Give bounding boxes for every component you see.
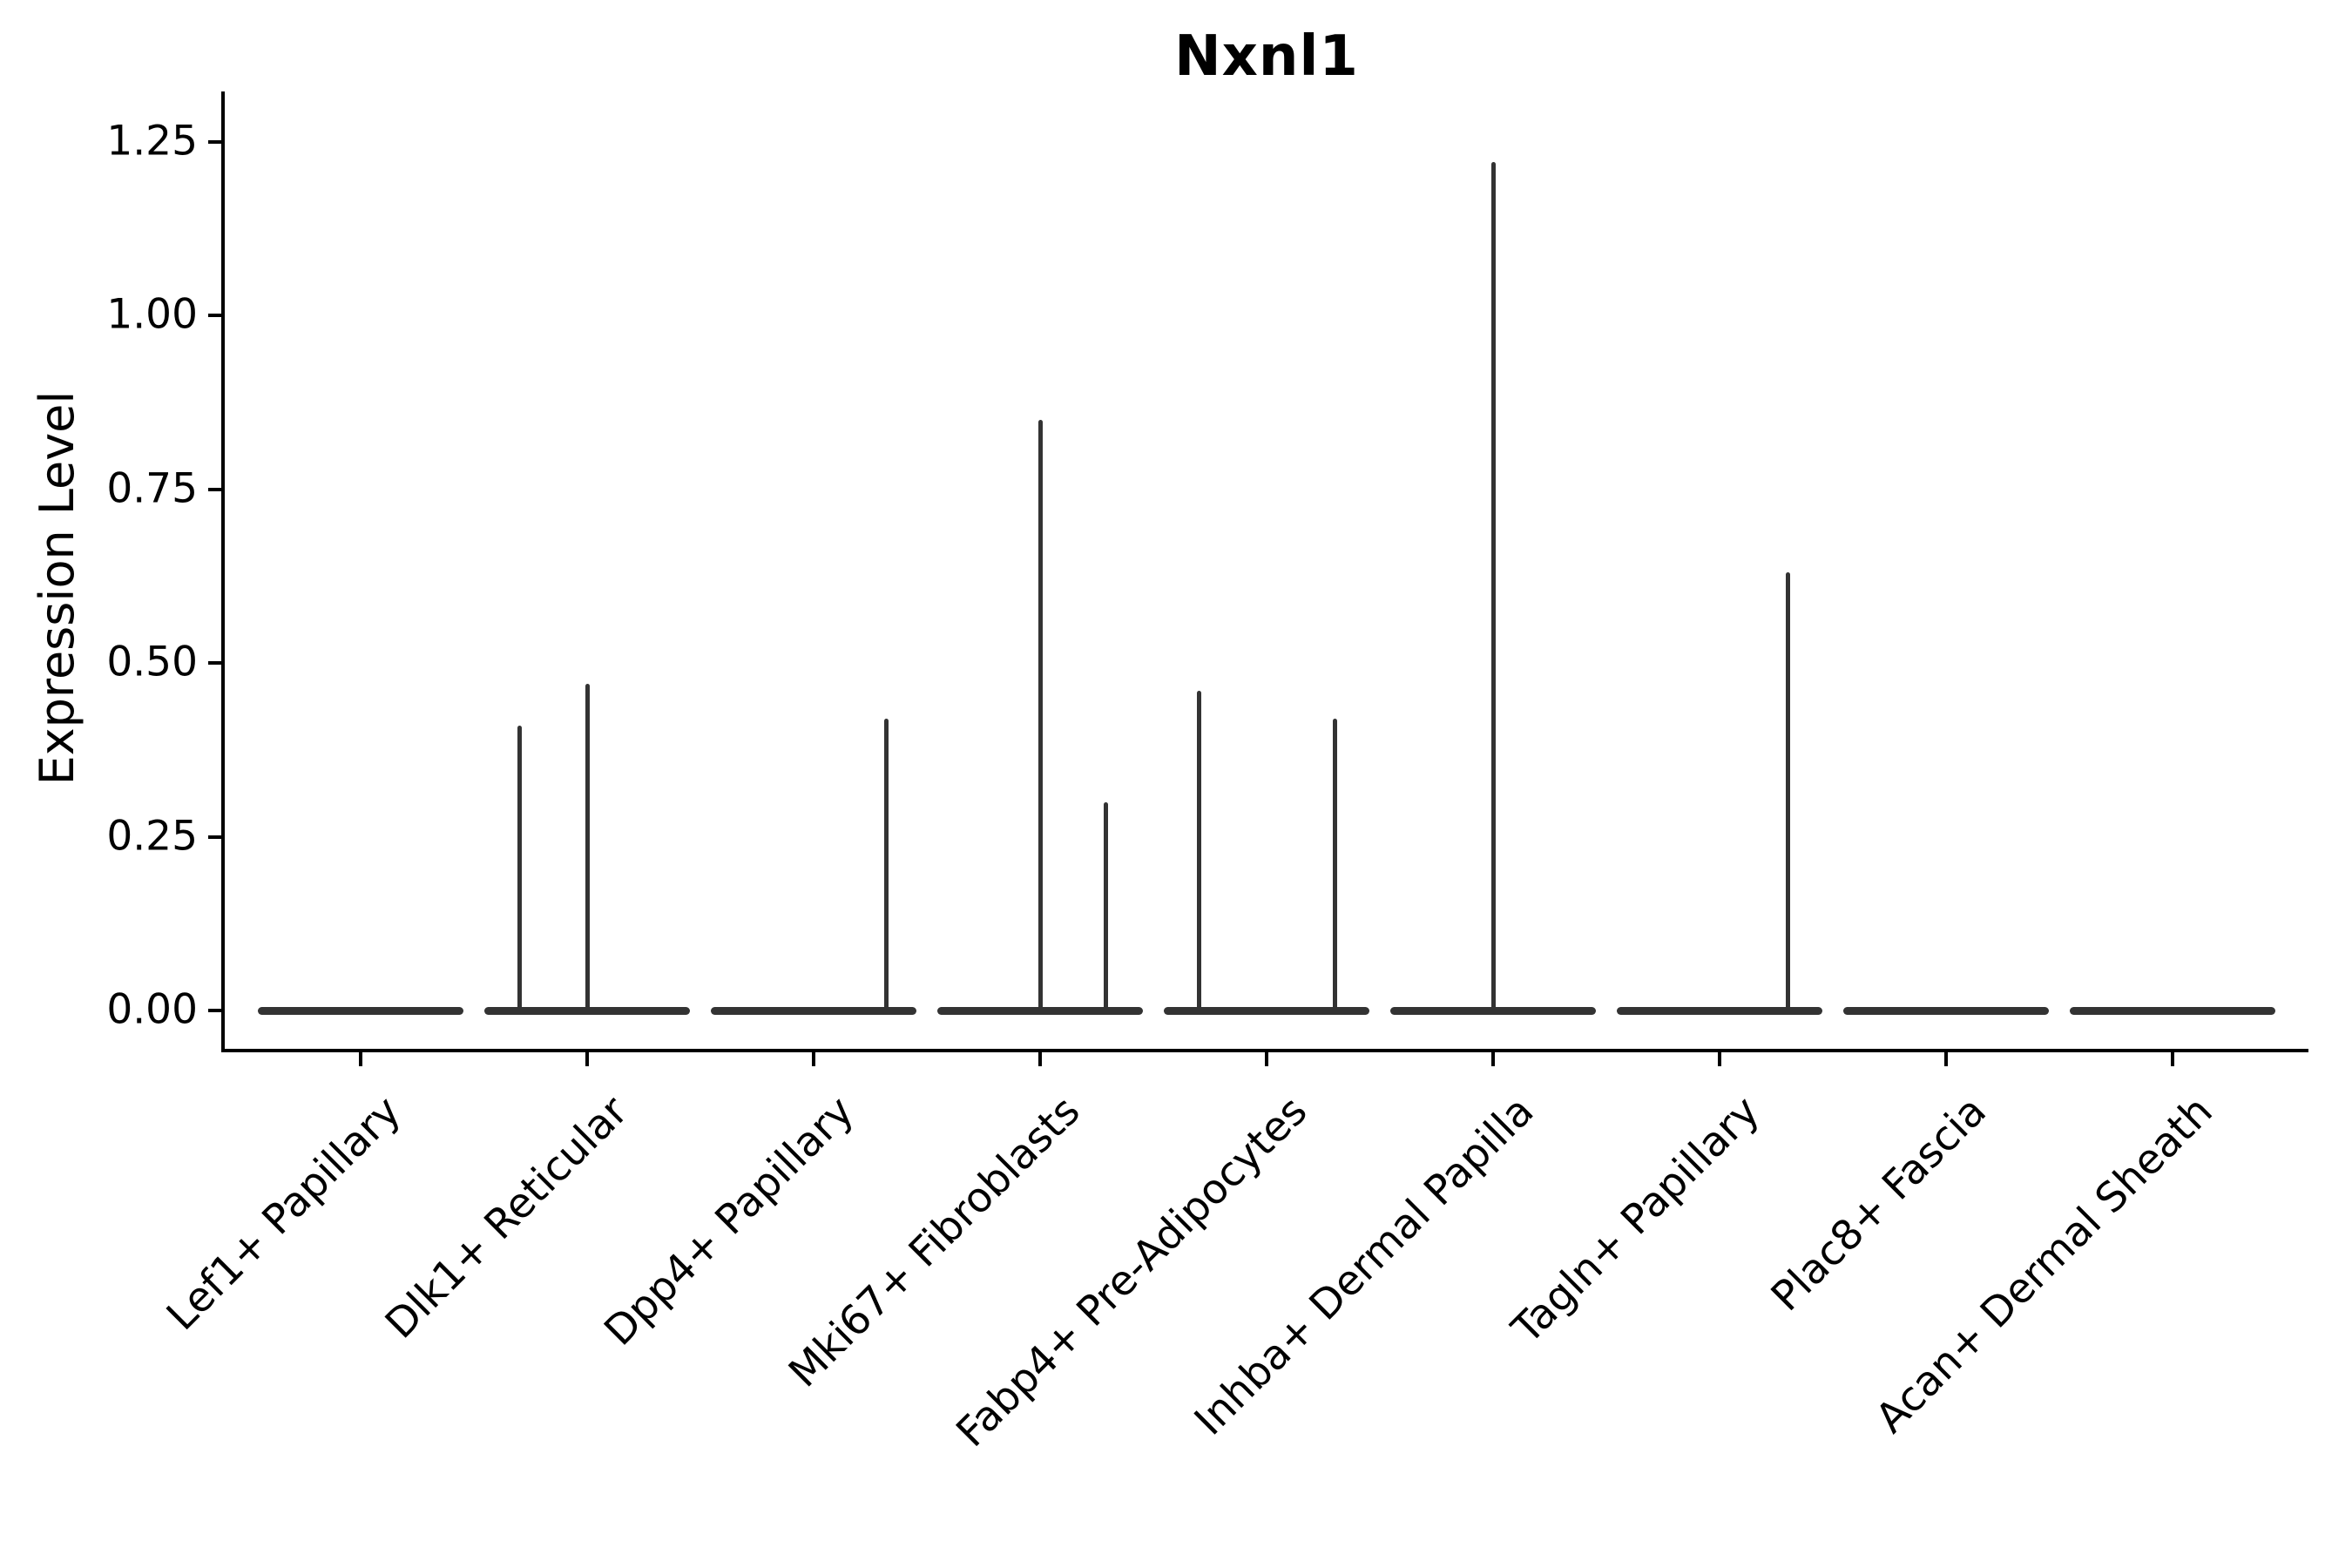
violin-spike xyxy=(883,718,889,1010)
x-tick-mark xyxy=(359,1052,362,1066)
x-tick-mark xyxy=(1944,1052,1948,1066)
x-tick-mark xyxy=(2171,1052,2174,1066)
x-tick-mark xyxy=(1038,1052,1042,1066)
violin-baseline xyxy=(1843,1006,2049,1015)
y-tick-label: 0.25 xyxy=(106,811,198,860)
x-tick-label: Lef1+ Papillary xyxy=(157,1087,410,1340)
y-tick-mark xyxy=(208,314,221,317)
x-tick-mark xyxy=(812,1052,815,1066)
violin-spike xyxy=(1196,690,1201,1010)
violin-baseline xyxy=(2070,1006,2275,1015)
x-tick-mark xyxy=(585,1052,589,1066)
x-tick-label: Plac8+ Fascia xyxy=(1761,1087,1996,1321)
y-tick-mark xyxy=(208,835,221,839)
y-axis-label: Expression Level xyxy=(30,390,84,786)
x-tick-mark xyxy=(1718,1052,1721,1066)
violin-baseline xyxy=(1164,1006,1369,1015)
x-axis-spine xyxy=(221,1049,2308,1052)
violin-baseline xyxy=(937,1006,1143,1015)
x-tick-label: Dpp4+ Papillary xyxy=(595,1087,863,1355)
violin-spike xyxy=(517,725,522,1010)
violin-baseline xyxy=(1390,1006,1596,1015)
violin-baseline xyxy=(484,1006,690,1015)
violin-spike xyxy=(1332,718,1337,1010)
violin-baseline xyxy=(258,1006,463,1015)
violin-spike xyxy=(585,683,590,1010)
y-tick-mark xyxy=(208,1009,221,1012)
x-tick-label: Tagln+ Papillary xyxy=(1503,1087,1769,1354)
y-tick-label: 1.00 xyxy=(106,290,198,339)
y-tick-mark xyxy=(208,487,221,491)
y-tick-mark xyxy=(208,139,221,144)
x-tick-mark xyxy=(1491,1052,1495,1066)
y-tick-mark xyxy=(208,661,221,665)
violin-baseline xyxy=(1617,1006,1822,1015)
y-axis-spine xyxy=(221,91,225,1052)
y-tick-label: 0.50 xyxy=(106,638,198,686)
violin-spike xyxy=(1103,801,1108,1010)
x-tick-label: Dlk1+ Reticular xyxy=(375,1087,637,1348)
y-tick-label: 0.75 xyxy=(106,463,198,512)
violin-baseline xyxy=(711,1006,916,1015)
chart-title: Nxnl1 xyxy=(1174,24,1359,89)
y-tick-label: 1.25 xyxy=(106,116,198,165)
y-tick-label: 0.00 xyxy=(106,985,198,1034)
violin-spike xyxy=(1490,162,1496,1010)
violin-spike xyxy=(1037,419,1043,1010)
violin-spike xyxy=(1785,572,1790,1010)
x-tick-mark xyxy=(1265,1052,1268,1066)
